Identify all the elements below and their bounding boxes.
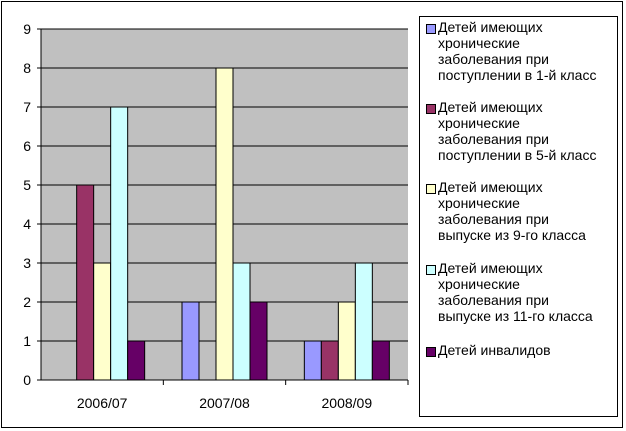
legend-label: Детей имеющих хронические заболевания пр… [438, 179, 586, 243]
x-tick-label: 2006/07 [77, 395, 128, 411]
y-tick-label: 9 [23, 21, 31, 37]
y-tick-label: 1 [23, 333, 31, 349]
y-tick-label: 2 [23, 294, 31, 310]
y-tick-label: 6 [23, 138, 31, 154]
bar [354, 262, 373, 381]
legend-swatch [426, 24, 436, 34]
y-tick-label: 7 [23, 99, 31, 115]
legend-swatch [426, 265, 436, 275]
bar [232, 262, 251, 381]
y-tick-label: 0 [23, 372, 31, 388]
bar [320, 340, 339, 381]
bar [303, 340, 322, 381]
bar [371, 340, 390, 381]
y-tick-label: 5 [23, 177, 31, 193]
y-tick-label: 8 [23, 60, 31, 76]
bar [181, 301, 200, 381]
bar [110, 106, 129, 381]
x-tick-label: 2008/09 [322, 395, 373, 411]
legend-label: Детей инвалидов [438, 342, 551, 358]
legend-label: Детей имеющих хронические заболевания пр… [438, 99, 597, 163]
bar [249, 301, 268, 381]
legend-label: Детей имеющих хронические заболевания пр… [438, 19, 597, 83]
legend-swatch [426, 104, 436, 114]
bar [215, 67, 234, 381]
y-tick-label: 3 [23, 255, 31, 271]
legend-swatch [426, 347, 436, 357]
bar [337, 301, 356, 381]
legend: Детей имеющих хронические заболевания пр… [419, 16, 618, 417]
legend-label: Детей имеющих хронические заболевания пр… [438, 260, 593, 324]
x-tick-label: 2007/08 [199, 395, 250, 411]
bar [76, 184, 95, 381]
legend-swatch [426, 184, 436, 194]
y-tick-label: 4 [23, 216, 31, 232]
plot-area: 0 1 2 3 4 5 6 7 8 9 2006/07 2007/08 2008/09 [23, 21, 409, 411]
bar [127, 340, 146, 381]
bar [93, 262, 112, 381]
